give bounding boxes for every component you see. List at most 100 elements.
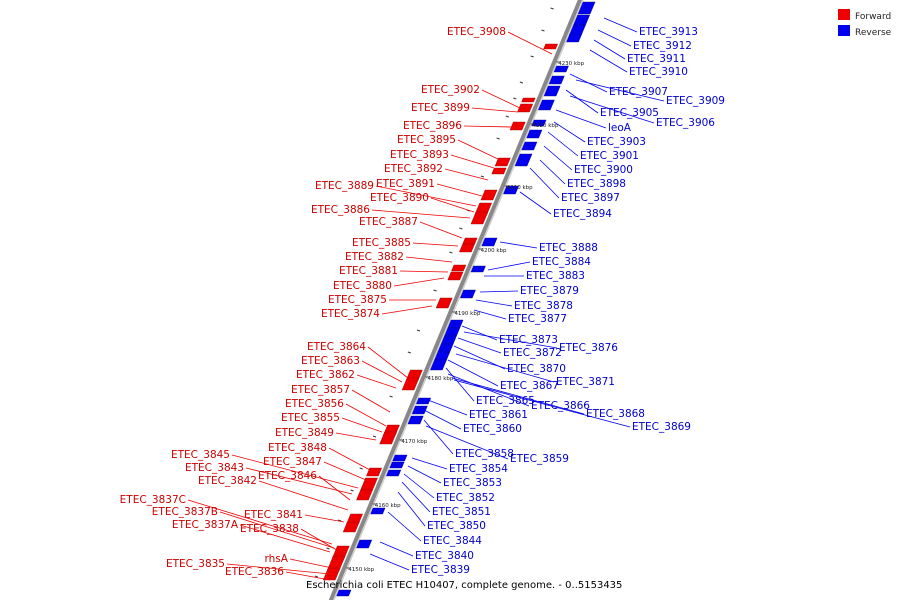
legend-label: Reverse xyxy=(855,28,892,38)
tick-mark xyxy=(530,55,534,58)
reverse-gene-label: ETEC_3878 xyxy=(514,300,573,312)
backbone-shadow xyxy=(333,0,584,600)
forward-connector xyxy=(463,125,513,128)
tick-mark xyxy=(480,175,485,178)
forward-connector xyxy=(351,389,391,413)
forward-gene-block xyxy=(459,243,475,253)
reverse-gene-label: ETEC_3913 xyxy=(639,26,698,38)
legend-swatch xyxy=(838,9,850,20)
forward-gene-label: ETEC_3882 xyxy=(345,251,404,263)
forward-gene-label: ETEC_3885 xyxy=(352,237,411,249)
forward-gene-label: ETEC_3838 xyxy=(240,523,299,535)
tick-mark xyxy=(459,227,463,230)
tick-mark xyxy=(496,137,500,140)
reverse-gene-block xyxy=(514,153,533,167)
forward-connector xyxy=(328,447,371,471)
reverse-gene-block xyxy=(415,397,432,405)
genome-caption: Escherichia coli ETEC H10407, complete g… xyxy=(306,580,622,591)
forward-connector xyxy=(231,454,359,489)
reverse-gene-label: ETEC_3867 xyxy=(500,380,559,392)
reverse-connector xyxy=(457,337,502,354)
tick-mark xyxy=(550,7,554,10)
reverse-connector xyxy=(387,511,422,542)
reverse-gene-block xyxy=(543,85,561,97)
forward-gene-label: ETEC_3874 xyxy=(321,308,380,320)
reverse-connector xyxy=(453,379,631,428)
reverse-connector xyxy=(475,299,513,307)
forward-connector xyxy=(219,511,335,549)
forward-connector xyxy=(304,514,345,523)
forward-connector xyxy=(187,499,333,545)
forward-gene-block xyxy=(435,297,453,309)
forward-gene-label: ETEC_3902 xyxy=(421,84,480,96)
reverse-gene-label: ETEC_3859 xyxy=(510,453,569,465)
reverse-gene-block xyxy=(459,289,476,299)
reverse-connector xyxy=(487,261,531,271)
reverse-connector xyxy=(473,309,507,320)
forward-gene-block xyxy=(342,521,360,533)
reverse-connector xyxy=(407,465,442,484)
reverse-gene-label: ETEC_3853 xyxy=(443,477,502,489)
forward-connector xyxy=(367,346,409,379)
reverse-connector xyxy=(553,121,586,143)
tick-mark xyxy=(519,81,524,84)
reverse-gene-label: ETEC_3901 xyxy=(580,150,639,162)
forward-gene-label: rhsA xyxy=(265,553,289,565)
forward-gene-block xyxy=(543,43,558,50)
forward-connector xyxy=(436,183,483,197)
forward-gene-label: ETEC_3863 xyxy=(301,355,360,367)
tick-mark xyxy=(449,251,453,254)
reverse-gene-label: ETEC_3870 xyxy=(507,363,566,375)
reverse-gene-label: leoA xyxy=(608,122,632,134)
reverse-connector xyxy=(425,425,509,460)
tick-mark xyxy=(513,97,517,100)
forward-gene-label: ETEC_3899 xyxy=(411,102,470,114)
forward-gene-label: ETEC_3889 xyxy=(315,180,374,192)
kbp-tick-label: 4230 kbp xyxy=(558,61,584,67)
forward-connector xyxy=(285,571,331,581)
forward-gene-block xyxy=(509,121,526,131)
reverse-connector xyxy=(555,109,607,129)
forward-connector xyxy=(481,89,521,109)
forward-gene-label: ETEC_3836 xyxy=(225,566,284,578)
reverse-gene-label: ETEC_3873 xyxy=(499,334,558,346)
forward-gene-block xyxy=(366,467,383,477)
forward-gene-label: ETEC_3862 xyxy=(296,369,355,381)
reverse-gene-label: ETEC_3868 xyxy=(586,408,645,420)
forward-gene-label: ETEC_3842 xyxy=(198,475,257,487)
reverse-gene-label: ETEC_3850 xyxy=(427,520,486,532)
kbp-tick-label: 4180 kbp xyxy=(427,376,453,382)
reverse-gene-block xyxy=(411,405,428,415)
forward-gene-label: ETEC_3887 xyxy=(359,216,418,228)
reverse-connector xyxy=(455,353,555,383)
reverse-connector xyxy=(447,373,530,407)
reverse-connector xyxy=(423,419,454,455)
kbp-tick-label: 4190 kbp xyxy=(454,311,480,317)
forward-gene-label: ETEC_3892 xyxy=(384,163,443,175)
reverse-connector xyxy=(423,409,462,430)
reverse-connector xyxy=(575,79,665,102)
tick-mark xyxy=(389,395,393,398)
reverse-gene-label: ETEC_3871 xyxy=(556,376,615,388)
reverse-connector xyxy=(411,457,448,470)
reverse-connector xyxy=(447,359,499,387)
reverse-gene-block xyxy=(407,415,424,425)
tick-mark xyxy=(326,547,330,550)
forward-gene-label: ETEC_3857 xyxy=(291,384,350,396)
kbp-tick-label: 4220 kbp xyxy=(532,123,558,129)
reverse-connector xyxy=(539,159,566,185)
tick-mark xyxy=(314,575,319,578)
reverse-gene-label: ETEC_3872 xyxy=(503,347,562,359)
forward-gene-block xyxy=(401,377,420,391)
forward-gene-block xyxy=(494,157,511,167)
forward-connector xyxy=(405,256,453,263)
reverse-gene-label: ETEC_3852 xyxy=(436,492,495,504)
tick-mark xyxy=(359,467,363,470)
forward-gene-label: ETEC_3845 xyxy=(171,449,230,461)
tick-mark xyxy=(350,489,354,492)
forward-connector xyxy=(226,563,331,575)
reverse-gene-label: ETEC_3911 xyxy=(627,53,686,65)
forward-gene-label: ETEC_3837C xyxy=(120,494,186,506)
forward-gene-label: ETEC_3881 xyxy=(339,265,398,277)
forward-connector xyxy=(341,417,383,433)
